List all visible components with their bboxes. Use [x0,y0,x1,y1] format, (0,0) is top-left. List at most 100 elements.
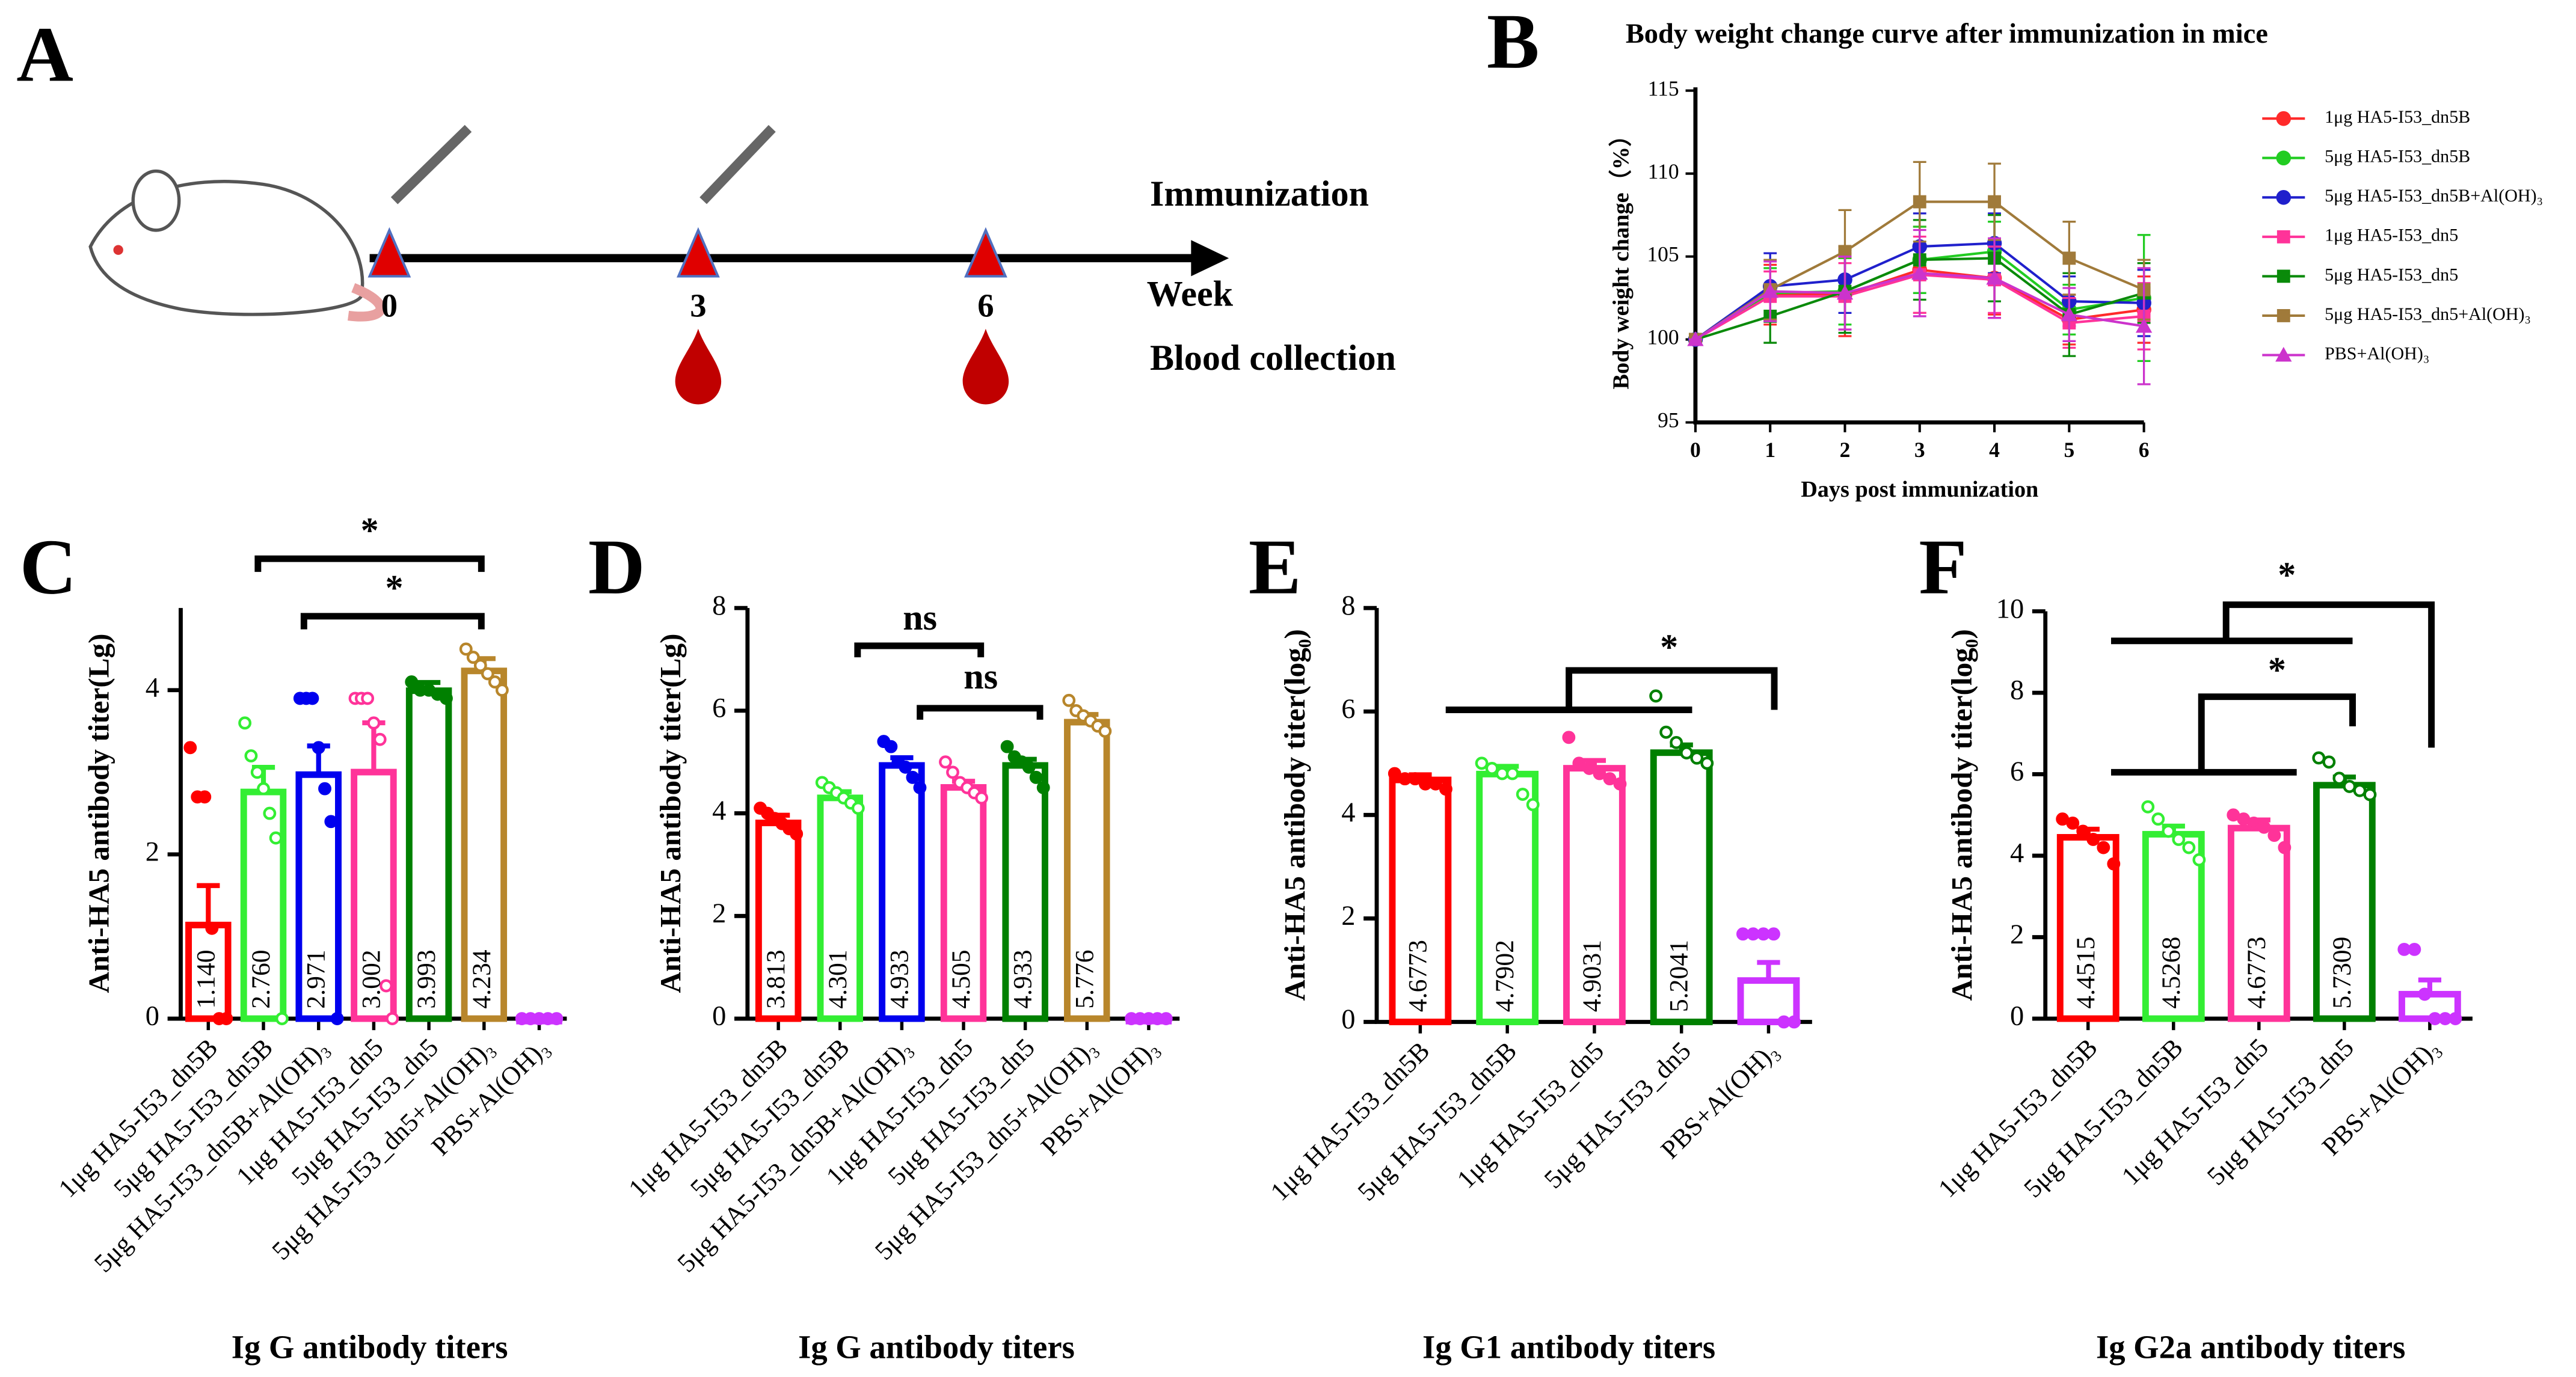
x-tick-label: 5 [2064,438,2074,462]
significance-label: * [2268,649,2286,690]
bar [240,788,287,1022]
point [2061,306,2077,322]
bar [2056,834,2120,1022]
x-tick-label: 4 [1989,438,2000,462]
legend-marker [2276,230,2290,244]
y-axis-label: Anti-HA5 antibody titer(log₀) [1945,629,1978,1001]
y-tick-label: 4 [712,796,726,826]
blood-label: Blood collection [1150,337,1396,378]
data-point [1516,787,1529,801]
point [1911,265,1928,280]
data-point [790,827,804,841]
timeline-arrow [1191,240,1229,277]
data-point [263,806,277,820]
x-tick-label: 5μg HA5-I53_dn5B [2018,1033,2189,1203]
data-point [312,741,325,755]
data-point [1572,756,1586,770]
week-marker [964,227,1007,278]
data-point [2322,755,2336,769]
value-label: 3.993 [412,949,441,1008]
x-tick-label: 1μg HA5-I53_dn5 [2116,1033,2273,1191]
significance-bracket [2222,601,2435,748]
value-label: 5.7309 [2328,937,2356,1009]
bar [755,820,802,1022]
y-tick-label: 95 [1658,408,1679,432]
value-label: 5.2041 [1665,940,1694,1012]
data-point [473,658,487,672]
data-point [2151,812,2165,826]
y-tick-label: 2 [146,837,159,868]
data-point [939,755,952,769]
data-point [2408,942,2421,956]
data-point [220,1012,233,1025]
y-tick-label: 6 [2010,756,2024,787]
value-label: 4.933 [885,949,914,1008]
point [2135,317,2153,333]
y-tick-label: 0 [1341,1004,1355,1035]
data-point [1388,767,1401,781]
data-point [1593,767,1606,781]
value-label: 4.505 [947,949,976,1008]
significance-bracket [917,705,1044,720]
legend-label: PBS+Al(OH)₃ [2325,343,2429,363]
data-point [1022,760,1036,774]
data-point [1526,798,1540,812]
legend-label: 5μg HA5-I53_dn5 [2325,265,2458,284]
data-point [1659,725,1673,739]
point [1836,284,1854,300]
x-tick-label: 1μg HA5-I53_dn5B [1933,1033,2103,1203]
x-tick-label: 1μg HA5-I53_dn5 [1452,1036,1609,1194]
significance-label: ns [964,656,998,696]
data-point [1428,777,1442,791]
point [1762,283,1778,298]
data-point [2448,1012,2462,1025]
data-point [2343,779,2356,793]
data-point [550,1012,564,1025]
caption: Ig G antibody titers [798,1328,1075,1365]
data-point [2257,820,2271,834]
value-label: 4.234 [467,949,496,1008]
data-point [373,732,387,746]
panel-label: D [588,524,645,611]
data-point [2162,824,2175,838]
bar [1476,770,1539,1025]
point [1838,245,1852,259]
y-tick-label: 4 [2010,838,2024,869]
significance-bracket [854,642,985,658]
data-point [1485,761,1499,775]
value-label: 2.971 [302,949,331,1008]
data-point [1680,746,1694,760]
data-point [238,716,252,730]
legend-label: 5μg HA5-I53_dn5B [2325,147,2470,167]
y-tick-label: 8 [712,590,726,621]
value-label: 4.9031 [1578,940,1606,1012]
data-point [2267,829,2281,842]
bar [1389,776,1452,1025]
point [1687,331,1704,346]
data-point [2076,824,2090,838]
data-point [913,781,927,794]
y-tick-label: 100 [1647,325,1679,349]
data-point [1408,772,1422,786]
data-point [324,815,338,829]
data-point [2418,987,2432,1001]
value-label: 4.6773 [1403,940,1432,1012]
bar [1737,977,1800,1025]
blood-drop [962,328,1009,405]
data-point [306,692,319,705]
y-tick-label: 110 [1648,159,1679,183]
legend-marker [2276,269,2290,283]
point [1988,195,2001,209]
panel-label: A [16,11,73,98]
syringe [699,124,776,204]
data-point [1475,756,1489,770]
data-point [330,1012,344,1025]
significance-bracket [2198,693,2356,773]
legend-label: 1μg HA5-I53_dn5 [2325,225,2458,245]
value-label: 4.933 [1009,949,1037,1008]
data-point [361,692,375,705]
error-bar [197,883,220,925]
data-point [1603,772,1617,786]
data-point [466,651,480,664]
